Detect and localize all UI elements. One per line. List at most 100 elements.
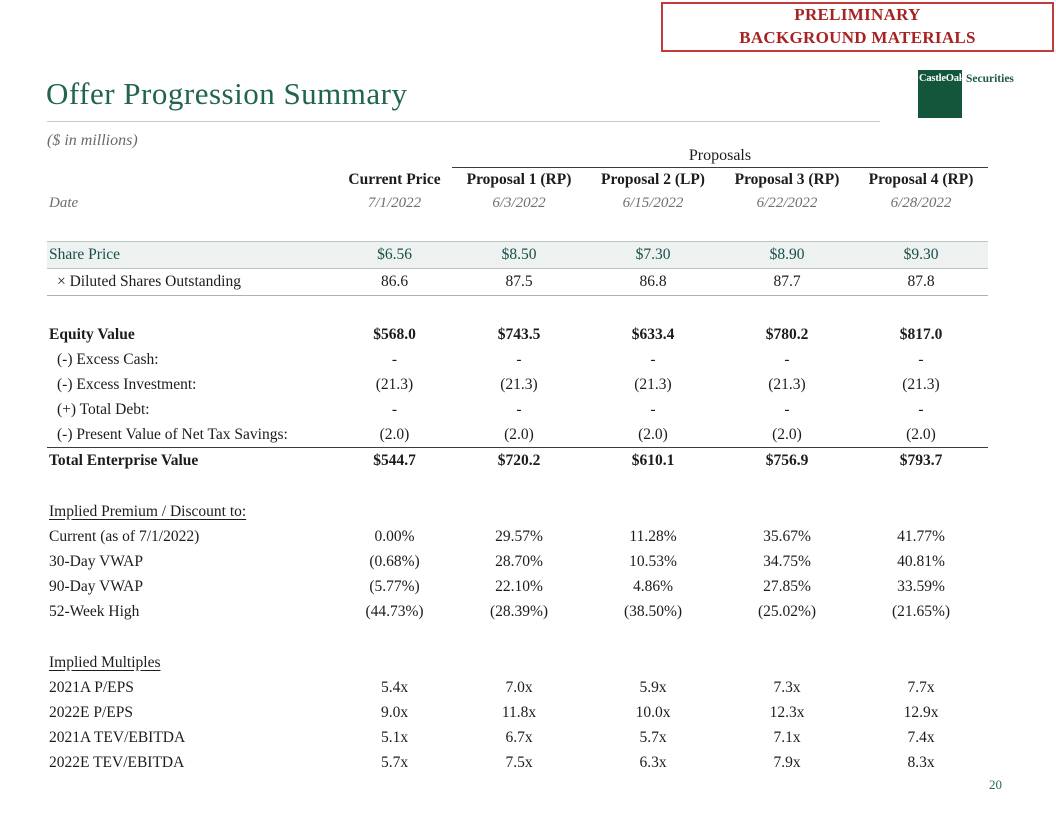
column-header: Proposal 1 (RP) <box>466 171 572 188</box>
cell: 34.75% <box>763 552 811 570</box>
cell: 4.86% <box>632 577 674 595</box>
row-label: 2021A TEV/EBITDA <box>49 728 186 746</box>
cell: 29.57% <box>495 527 543 545</box>
table-section: Implied Premium / Discount to: Current (a… <box>47 499 988 624</box>
row-label: 52-Week High <box>49 602 140 620</box>
section-heading-row: Implied Multiples <box>47 650 988 675</box>
column-header-row: Current Price Proposal 1 (RP) Proposal 2 (… <box>47 168 988 192</box>
cell: 8.3x <box>907 753 935 771</box>
cell: - <box>918 400 924 418</box>
cell: 10.0x <box>635 703 671 721</box>
row-label: (+) Total Debt: <box>57 400 150 418</box>
table-row: Current (as of 7/1/2022) 0.00% 29.57% 11.28… <box>47 524 988 549</box>
cell: 11.8x <box>501 703 537 721</box>
table-row: × Diluted Shares Outstanding 86.6 87.5 86.8… <box>47 269 988 296</box>
cell: $544.7 <box>373 451 416 469</box>
table-row: (-) Excess Cash: - - - - - <box>47 347 988 372</box>
cell: $780.2 <box>765 325 809 343</box>
cell: (21.3) <box>375 375 414 393</box>
column-header: Current Price <box>348 171 441 188</box>
cell: - <box>650 400 656 418</box>
cell: $6.56 <box>377 246 412 263</box>
cell: $817.0 <box>899 325 943 343</box>
cell: 7.5x <box>505 753 533 771</box>
cell: 0.00% <box>374 527 415 545</box>
cell: 87.5 <box>505 273 533 290</box>
proposals-group-header: Proposals <box>452 147 988 168</box>
row-label: (-) Excess Investment: <box>57 375 197 393</box>
date-row: Date 7/1/2022 6/3/2022 6/15/2022 6/22/2022 6… <box>47 192 988 215</box>
cell: $568.0 <box>373 325 416 343</box>
cell: (28.39%) <box>489 602 549 620</box>
cell: 35.67% <box>763 527 811 545</box>
cell: - <box>391 350 398 368</box>
cell: (38.50%) <box>623 602 683 620</box>
row-label: 2022E TEV/EBITDA <box>49 753 185 771</box>
row-label: 30-Day VWAP <box>49 552 143 570</box>
table-row: Share Price $6.56 $8.50 $7.30 $8.90 $9.30 <box>47 241 988 269</box>
row-label: 90-Day VWAP <box>49 577 143 595</box>
section-heading: Implied Premium / Discount to: <box>49 502 247 520</box>
cell: 12.3x <box>769 703 805 721</box>
table-row: (-) Excess Investment: (21.3) (21.3) (21.3)… <box>47 372 988 397</box>
cell: $743.5 <box>497 325 541 343</box>
cell: 10.53% <box>629 552 677 570</box>
cell: 5.4x <box>380 678 409 696</box>
table-row: 2021A P/EPS 5.4x 7.0x 5.9x 7.3x 7.7x <box>47 675 988 700</box>
cell: 7.9x <box>773 753 801 771</box>
cell: - <box>516 350 522 368</box>
table-row: (-) Present Value of Net Tax Savings: (2.… <box>47 422 988 447</box>
table-row: 2021A TEV/EBITDA 5.1x 6.7x 5.7x 7.1x 7.4x <box>47 725 988 750</box>
cell: $9.30 <box>903 246 939 263</box>
cell: - <box>650 350 656 368</box>
cell: $8.50 <box>501 246 537 263</box>
date-value: 6/28/2022 <box>890 195 952 211</box>
cell: 5.7x <box>380 753 409 771</box>
cell: 7.1x <box>773 728 801 746</box>
row-label: (-) Present Value of Net Tax Savings: <box>57 425 288 443</box>
cell: 6.7x <box>505 728 533 746</box>
date-value: 6/3/2022 <box>492 195 546 211</box>
units-note: ($ in millions) <box>47 132 138 149</box>
cell: 7.7x <box>907 678 935 696</box>
cell: 7.0x <box>505 678 533 696</box>
column-header: Proposal 3 (RP) <box>734 171 840 188</box>
cell: (21.3) <box>500 375 538 393</box>
cell: 40.81% <box>897 552 945 570</box>
row-label: Share Price <box>49 246 121 263</box>
row-label: × Diluted Shares Outstanding <box>57 273 241 290</box>
cell: - <box>918 350 924 368</box>
cell: (25.02%) <box>757 602 817 620</box>
row-label: 2021A P/EPS <box>49 678 134 696</box>
cell: (44.73%) <box>365 602 424 620</box>
row-label: (-) Excess Cash: <box>57 350 159 368</box>
cell: - <box>516 400 522 418</box>
table-section: Implied Multiples 2021A P/EPS 5.4x 7.0x 5.9x… <box>47 650 988 775</box>
page-number: 20 <box>989 777 1002 792</box>
date-label: Date <box>49 195 79 211</box>
row-label: Total Enterprise Value <box>49 451 199 469</box>
cell: $633.4 <box>631 325 675 343</box>
column-header: Proposal 4 (RP) <box>868 171 974 188</box>
cell: (0.68%) <box>369 552 420 570</box>
table-row: 52-Week High (44.73%) (28.39%) (38.50%) (25.… <box>47 599 988 624</box>
logo-suffix: Securities <box>966 73 1014 85</box>
cell: 12.9x <box>903 703 939 721</box>
table-row: (+) Total Debt: - - - - - <box>47 397 988 422</box>
cell: $7.30 <box>635 246 671 263</box>
cell: $8.90 <box>769 246 805 263</box>
cell: $610.1 <box>631 451 675 469</box>
preliminary-stamp: PRELIMINARY BACKGROUND MATERIALS <box>661 2 1054 52</box>
cell: $720.2 <box>497 451 541 469</box>
column-header: Proposal 2 (LP) <box>601 171 705 188</box>
cell: (21.3) <box>768 375 806 393</box>
cell: $793.7 <box>899 451 943 469</box>
castleoak-logo: CastleOak Securities <box>918 70 1053 120</box>
cell: (21.3) <box>634 375 672 393</box>
cell: - <box>784 350 790 368</box>
cell: (5.77%) <box>369 577 420 595</box>
cell: 5.7x <box>639 728 667 746</box>
page-title: Offer Progression Summary <box>46 76 408 111</box>
table-row: 2022E P/EPS 9.0x 11.8x 10.0x 12.3x 12.9x <box>47 700 988 725</box>
